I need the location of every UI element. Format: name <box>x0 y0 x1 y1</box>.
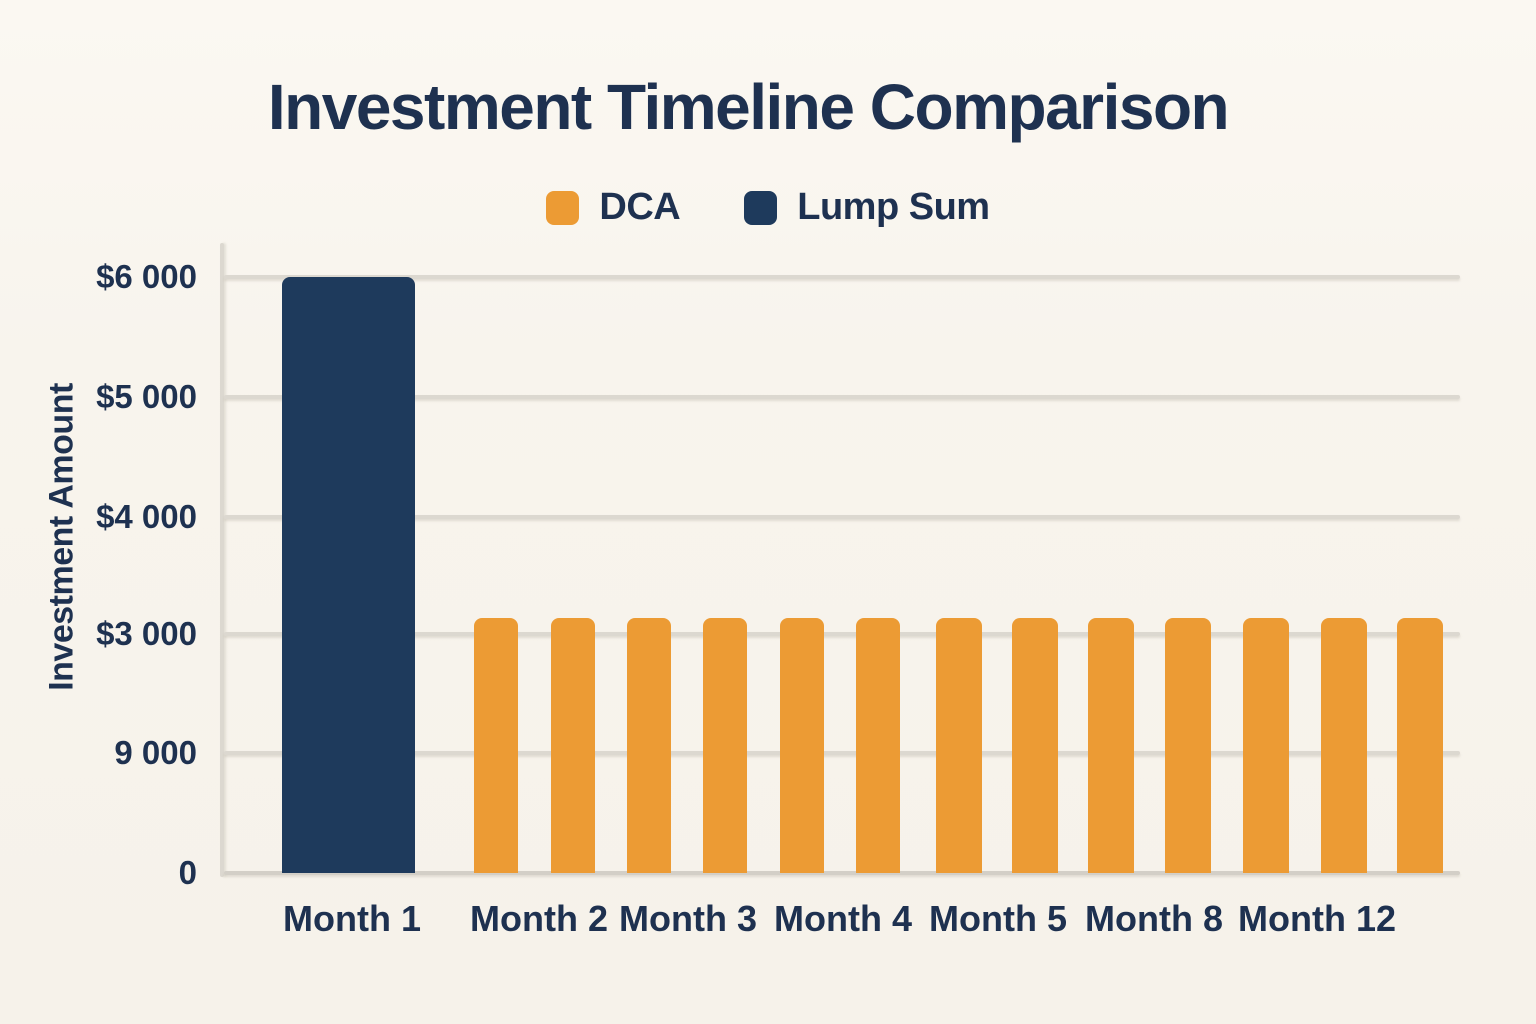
bar-dca-5 <box>780 618 824 873</box>
y-tick-label: $3 000 <box>96 615 197 652</box>
plot-area <box>224 240 1460 875</box>
y-tick-label: $6 000 <box>96 258 197 295</box>
legend-label-lump-sum: Lump Sum <box>797 186 990 228</box>
bar-dca-13 <box>1397 618 1443 873</box>
bar-dca-11 <box>1243 618 1289 873</box>
dca-color-swatch <box>546 190 580 225</box>
bar-dca-9 <box>1088 618 1134 873</box>
bar-dca-4 <box>703 618 747 873</box>
y-axis-line <box>220 243 224 877</box>
bar-dca-3 <box>627 618 671 873</box>
x-tick-label: Month 8 <box>1085 898 1223 939</box>
y-tick-label: $5 000 <box>96 378 197 415</box>
x-tick-label: Month 3 <box>619 898 757 939</box>
lump-sum-color-swatch <box>744 190 778 225</box>
bar-dca-7 <box>936 618 982 873</box>
legend-label-dca: DCA <box>599 186 681 228</box>
gridline-4000 <box>224 515 1460 519</box>
y-tick-label: $4 000 <box>96 498 197 535</box>
y-tick-label: 9 000 <box>114 734 197 771</box>
gridline-9000 <box>224 751 1460 755</box>
x-axis-line <box>224 871 1460 875</box>
bar-lump-sum <box>282 277 415 873</box>
bar-dca-1 <box>474 618 518 873</box>
x-tick-label: Month 4 <box>774 898 912 939</box>
bar-dca-6 <box>856 618 900 873</box>
x-tick-label: Month 2 <box>470 898 608 939</box>
y-tick-label: 0 <box>178 854 197 891</box>
legend-item-dca: DCA <box>546 186 681 229</box>
legend-item-lump-sum: Lump Sum <box>744 186 990 229</box>
gridline-6000 <box>224 275 1460 279</box>
legend: DCA Lump Sum <box>0 186 1536 229</box>
bar-dca-2 <box>551 618 595 873</box>
x-tick-label: Month 12 <box>1238 898 1396 939</box>
bar-dca-8 <box>1012 618 1058 873</box>
gridline-5000 <box>224 395 1460 399</box>
x-tick-label: Month 5 <box>929 898 1067 939</box>
x-tick-label: Month 1 <box>283 898 421 939</box>
gridline-3000 <box>224 632 1460 636</box>
chart-title: Investment Timeline Comparison <box>267 71 1230 143</box>
bar-dca-12 <box>1321 618 1367 873</box>
bar-dca-10 <box>1165 618 1211 873</box>
